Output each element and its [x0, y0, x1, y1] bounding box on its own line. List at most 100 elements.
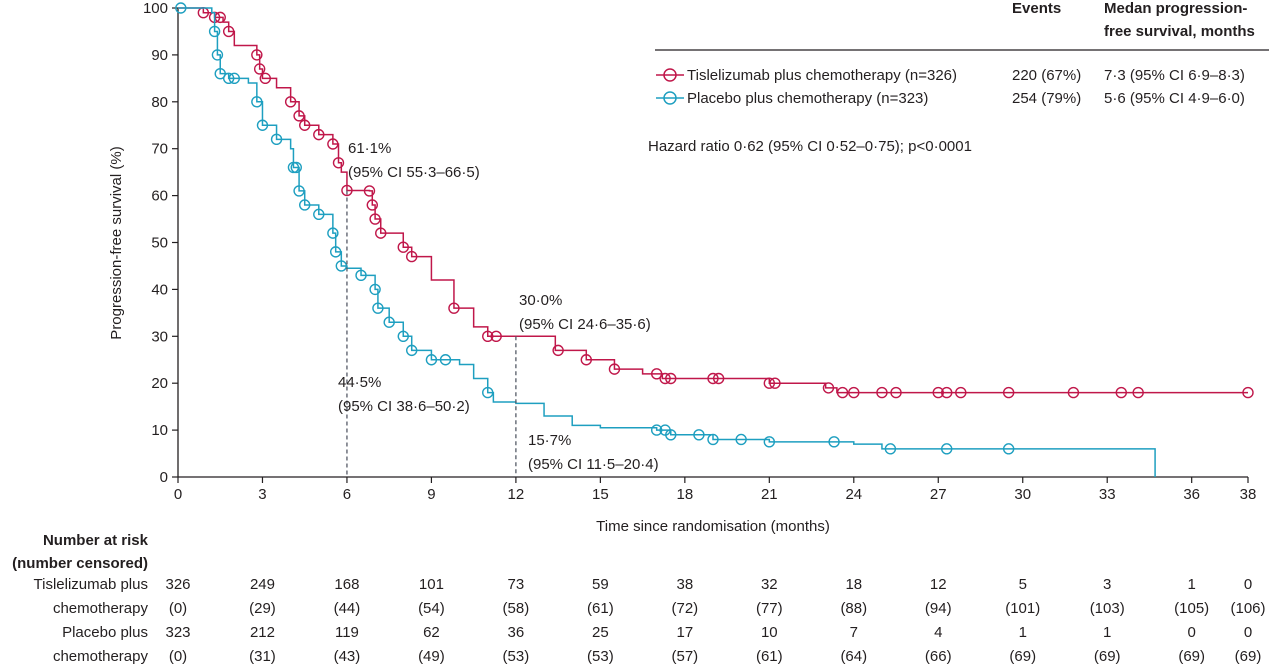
- censor-mark-icon: [552, 344, 564, 357]
- legend-row-tislelizumab: Tislelizumab plus chemotherapy (n=326) 2…: [656, 67, 1245, 84]
- at-risk-title: Number at risk: [43, 532, 149, 549]
- x-tick-label: 15: [592, 486, 609, 503]
- censor-mark-icon: [707, 433, 719, 446]
- censored-count: (103): [1090, 600, 1125, 617]
- at-risk-count: 59: [592, 576, 609, 593]
- at-risk-count: 73: [508, 576, 525, 593]
- annotation-ci: (95% CI 24·6–35·6): [519, 316, 651, 333]
- censor-mark-icon: [355, 269, 367, 282]
- at-risk-count: 119: [335, 624, 359, 641]
- censor-mark-icon: [284, 96, 297, 108]
- censor-mark-icon: [659, 372, 671, 385]
- censored-count: (64): [840, 648, 867, 665]
- censor-mark-icon: [375, 227, 387, 239]
- censor-mark-icon: [211, 49, 224, 61]
- censored-count: (61): [587, 600, 614, 617]
- censor-mark-icon: [580, 354, 592, 366]
- censor-mark-icon: [366, 199, 378, 211]
- at-risk-count: 17: [676, 624, 693, 641]
- at-risk-count: 0: [1188, 624, 1196, 641]
- at-risk-group-label: chemotherapy: [53, 648, 149, 665]
- censor-mark-icon: [955, 386, 967, 399]
- censor-mark-icon: [299, 199, 311, 211]
- censored-count: (69): [1235, 648, 1262, 665]
- censor-mark-icon: [1067, 386, 1080, 399]
- y-tick-label: 70: [151, 141, 168, 158]
- y-axis-label: Progression-free survival (%): [108, 146, 125, 339]
- y-tick-label: 80: [151, 94, 168, 111]
- censored-count: (57): [671, 648, 698, 665]
- censor-mark-icon: [439, 354, 452, 366]
- at-risk-group-label: Placebo plus: [62, 624, 148, 641]
- censored-count: (106): [1230, 600, 1265, 617]
- x-axis-label: Time since randomisation (months): [596, 518, 830, 535]
- at-risk-table: Number at risk (number censored) Tisleli…: [12, 532, 1265, 665]
- censor-mark-icon: [251, 96, 263, 108]
- censor-mark-icon: [707, 372, 719, 385]
- censor-mark-icon: [735, 433, 747, 446]
- x-tick-label: 38: [1240, 486, 1257, 503]
- censored-count: (53): [587, 648, 614, 665]
- legend-label: Tislelizumab plus chemotherapy (n=326): [687, 67, 957, 84]
- legend-median-header-2: free survival, months: [1104, 23, 1255, 40]
- censor-mark-icon: [1132, 386, 1144, 399]
- censor-mark-icon: [650, 368, 663, 380]
- censor-mark-icon: [406, 344, 418, 357]
- censor-mark-icon: [890, 386, 902, 399]
- at-risk-count: 1: [1103, 624, 1111, 641]
- censor-mark-icon: [1002, 386, 1015, 399]
- censor-mark-icon: [228, 72, 241, 85]
- censor-mark-icon: [369, 283, 381, 296]
- x-tick-label: 18: [676, 486, 693, 503]
- censor-mark-icon: [299, 119, 311, 131]
- censor-mark-icon: [251, 49, 263, 61]
- y-tick-label: 10: [151, 422, 168, 439]
- censor-mark-icon: [293, 110, 305, 122]
- censor-mark-icon: [941, 386, 953, 399]
- x-tick-label: 9: [427, 486, 435, 503]
- censored-count: (69): [1178, 648, 1205, 665]
- censor-mark-icon: [608, 363, 621, 375]
- censor-mark-icon: [363, 185, 376, 197]
- censor-mark-icon: [335, 260, 348, 272]
- hazard-ratio: Hazard ratio 0·62 (95% CI 0·52–0·75); p<…: [648, 138, 972, 155]
- censor-mark-icon: [876, 386, 888, 399]
- censor-mark-icon: [372, 302, 384, 314]
- censor-mark-icon: [327, 138, 339, 150]
- annotation-ci: (95% CI 11·5–20·4): [528, 456, 659, 473]
- censor-mark-icon: [222, 25, 235, 38]
- censor-mark-icon: [448, 302, 460, 314]
- x-tick-label: 36: [1183, 486, 1200, 503]
- censored-count: (58): [503, 600, 530, 617]
- censor-mark-icon: [222, 72, 235, 85]
- censor-mark-icon: [1002, 443, 1015, 455]
- legend-events: 220 (67%): [1012, 67, 1081, 84]
- censor-mark-icon: [329, 246, 342, 258]
- y-tick-label: 30: [151, 328, 168, 345]
- at-risk-count: 0: [1244, 624, 1252, 641]
- y-tick-label: 90: [151, 47, 168, 64]
- at-risk-count: 36: [508, 624, 525, 641]
- censored-count: (54): [418, 600, 445, 617]
- axes: 0 3 6 9 12 15 18 21 24 27 30 33 36 380102030405060708…: [143, 0, 1256, 503]
- censored-count: (69): [1009, 648, 1036, 665]
- censored-count: (77): [756, 600, 783, 617]
- at-risk-count: 0: [1244, 576, 1252, 593]
- censor-mark-icon: [256, 119, 269, 131]
- censor-mark-icon: [482, 330, 494, 342]
- censor-mark-icon: [290, 161, 302, 174]
- y-tick-label: 60: [151, 188, 168, 205]
- censor-mark-icon: [848, 386, 860, 399]
- legend-events: 254 (79%): [1012, 90, 1081, 107]
- legend-label: Placebo plus chemotherapy (n=323): [687, 90, 928, 107]
- censored-count: (49): [418, 648, 445, 665]
- censor-mark-icon: [712, 372, 725, 385]
- censor-mark-icon: [665, 429, 677, 441]
- at-risk-count: 5: [1019, 576, 1027, 593]
- at-risk-count: 168: [334, 576, 359, 593]
- annotation-value: 15·7%: [528, 432, 571, 449]
- censored-count: (0): [169, 600, 187, 617]
- legend-median: 5·6 (95% CI 4·9–6·0): [1104, 90, 1245, 107]
- censored-count: (105): [1174, 600, 1209, 617]
- censor-mark-icon: [763, 377, 776, 389]
